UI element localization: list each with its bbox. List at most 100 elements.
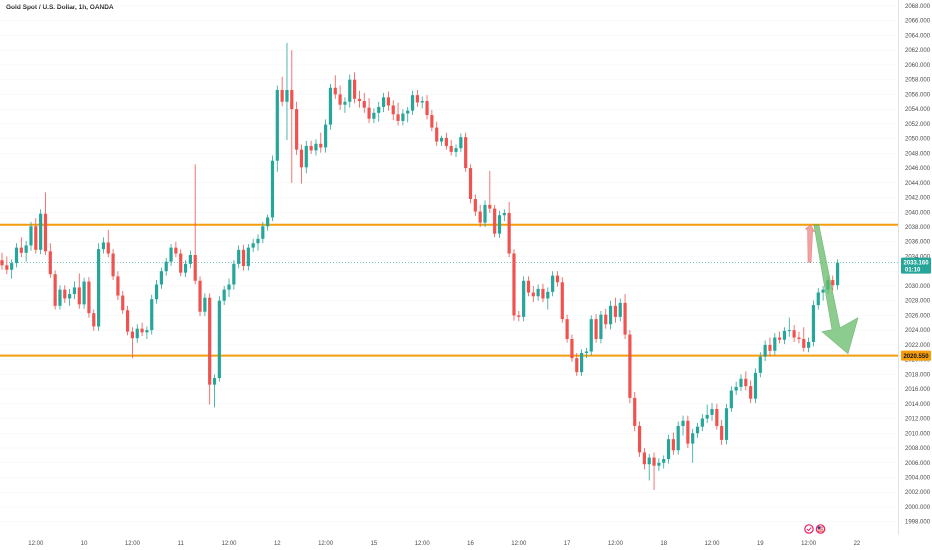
candle-body[interactable] <box>439 137 444 142</box>
candle-body[interactable] <box>208 297 212 385</box>
candle-body[interactable] <box>183 263 188 273</box>
candle-body[interactable] <box>135 328 139 339</box>
candle-body[interactable] <box>367 107 371 119</box>
candle-body[interactable] <box>39 213 43 250</box>
candle-body[interactable] <box>778 337 782 340</box>
candle-body[interactable] <box>116 276 120 296</box>
candle-body[interactable] <box>43 213 48 252</box>
candle-body[interactable] <box>623 302 627 335</box>
candle-body[interactable] <box>275 89 279 161</box>
candle-body[interactable] <box>478 211 482 223</box>
candle-body[interactable] <box>420 101 424 103</box>
candle-body[interactable] <box>647 457 651 465</box>
candle-body[interactable] <box>546 291 550 299</box>
candle-body[interactable] <box>594 319 598 339</box>
candle-body[interactable] <box>266 217 270 227</box>
candle-body[interactable] <box>251 243 255 248</box>
candle-body[interactable] <box>391 105 395 115</box>
candle-body[interactable] <box>618 302 622 317</box>
candle-body[interactable] <box>792 330 796 338</box>
candle-body[interactable] <box>227 284 231 290</box>
candle-body[interactable] <box>522 280 526 317</box>
candle-body[interactable] <box>0 260 4 266</box>
candle-body[interactable] <box>14 247 19 264</box>
candle-body[interactable] <box>169 247 173 262</box>
candle-body[interactable] <box>575 358 579 373</box>
candle-body[interactable] <box>256 238 260 244</box>
candle-body[interactable] <box>72 287 77 295</box>
candle-body[interactable] <box>352 79 357 99</box>
candle-body[interactable] <box>237 249 241 264</box>
candle-body[interactable] <box>464 137 468 169</box>
candle-body[interactable] <box>232 263 236 285</box>
candle-body[interactable] <box>34 226 38 250</box>
candle-body[interactable] <box>314 143 318 151</box>
candle-body[interactable] <box>290 89 294 110</box>
candle-body[interactable] <box>686 420 690 444</box>
candle-body[interactable] <box>101 242 106 250</box>
candle-body[interactable] <box>372 112 376 119</box>
candle-body[interactable] <box>831 280 835 286</box>
candle-body[interactable] <box>338 94 342 105</box>
candle-body[interactable] <box>758 356 762 373</box>
candle-body[interactable] <box>536 288 540 297</box>
candle-body[interactable] <box>613 305 618 317</box>
candle-body[interactable] <box>444 137 448 146</box>
candle-body[interactable] <box>212 378 217 385</box>
candle-body[interactable] <box>5 265 9 270</box>
candle-body[interactable] <box>63 289 67 299</box>
candle-body[interactable] <box>807 341 811 348</box>
candle-body[interactable] <box>343 101 347 105</box>
candle-body[interactable] <box>222 289 226 301</box>
candle-body[interactable] <box>599 314 603 339</box>
candle-body[interactable] <box>121 295 125 311</box>
candle-body[interactable] <box>140 328 144 333</box>
candle-body[interactable] <box>459 137 463 149</box>
candle-body[interactable] <box>705 414 709 419</box>
candle-body[interactable] <box>285 89 289 102</box>
candle-body[interactable] <box>497 215 502 234</box>
candle-body[interactable] <box>87 281 91 314</box>
candle-body[interactable] <box>473 199 477 212</box>
candle-body[interactable] <box>782 330 787 340</box>
candle-body[interactable] <box>555 275 560 283</box>
candle-body[interactable] <box>695 426 700 434</box>
candle-body[interactable] <box>724 408 729 440</box>
candle-body[interactable] <box>744 378 748 387</box>
candle-body[interactable] <box>188 255 192 264</box>
candle-body[interactable] <box>502 213 506 216</box>
candle-body[interactable] <box>333 87 337 95</box>
projection-arrows[interactable] <box>805 224 859 355</box>
candle-body[interactable] <box>410 95 415 111</box>
candle-body[interactable] <box>551 275 555 292</box>
candle-body[interactable] <box>642 452 646 465</box>
candle-body[interactable] <box>309 145 313 151</box>
candle-body[interactable] <box>710 408 714 415</box>
projection-down-arrow[interactable] <box>813 224 859 355</box>
candle-body[interactable] <box>526 280 531 293</box>
candle-body[interactable] <box>589 319 593 352</box>
candle-body[interactable] <box>565 319 569 339</box>
candle-body[interactable] <box>517 315 521 317</box>
event-icons[interactable] <box>804 524 826 534</box>
candle-body[interactable] <box>396 114 400 121</box>
candle-body[interactable] <box>773 337 777 351</box>
candle-body[interactable] <box>68 294 72 299</box>
candle-body[interactable] <box>328 87 333 125</box>
time-axis[interactable]: 12:00 10 12:00 11 12:00 12 12:00 15 12:00 16 12:00… <box>28 541 861 547</box>
candle-body[interactable] <box>58 289 62 306</box>
candle-body[interactable] <box>401 113 405 121</box>
candle-body[interactable] <box>174 247 178 254</box>
candle-body[interactable] <box>729 390 733 409</box>
candle-body[interactable] <box>217 300 221 379</box>
candle-body[interactable] <box>193 255 197 281</box>
candle-body[interactable] <box>324 124 328 148</box>
candle-body[interactable] <box>488 204 492 209</box>
candle-body[interactable] <box>82 281 86 305</box>
candle-body[interactable] <box>797 337 801 339</box>
candle-body[interactable] <box>377 106 381 113</box>
candle-body[interactable] <box>53 274 57 306</box>
candle-body[interactable] <box>628 334 632 398</box>
candle-body[interactable] <box>430 115 434 128</box>
